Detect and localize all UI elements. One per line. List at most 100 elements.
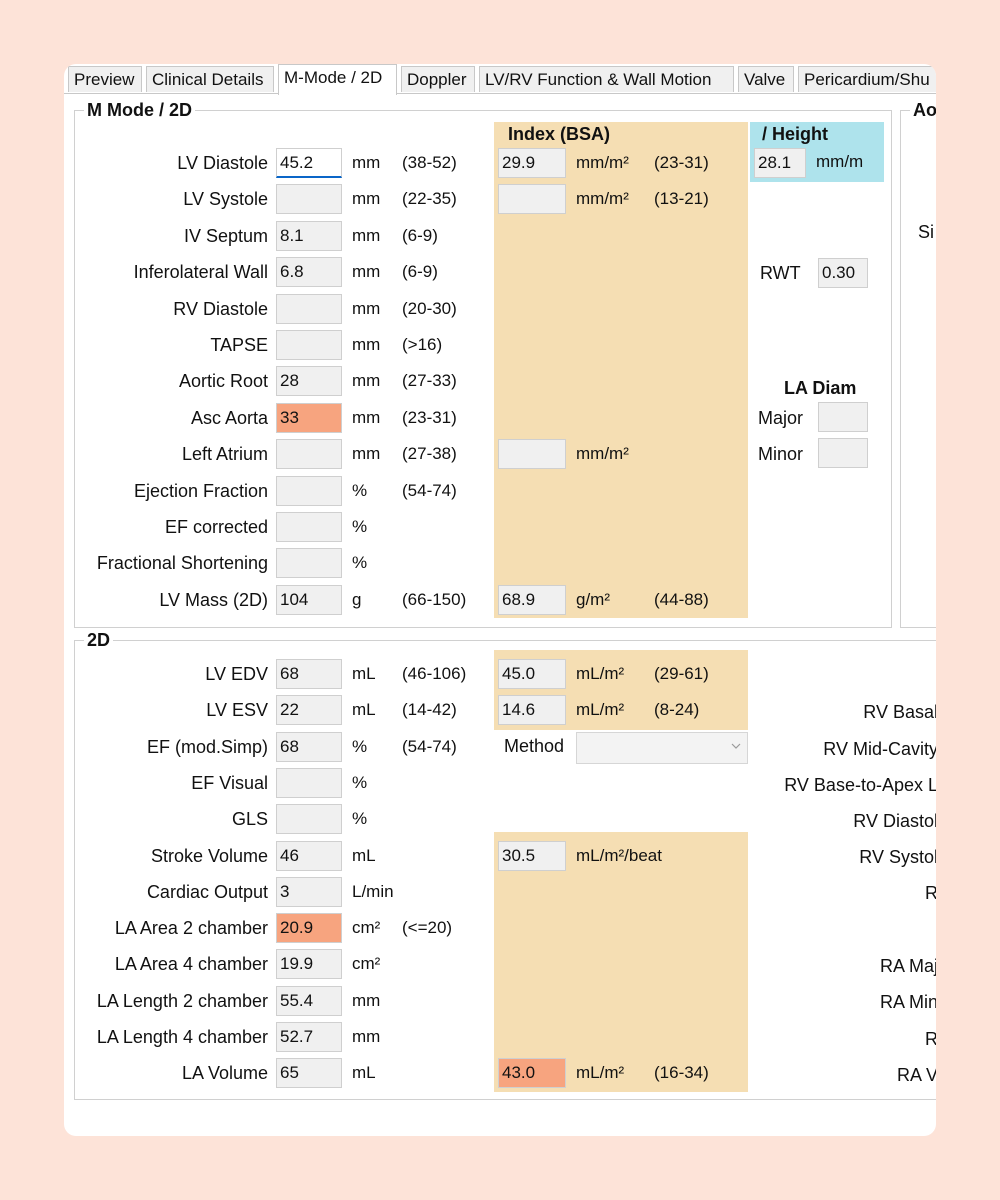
la-volume-index-field[interactable]: 43.0: [498, 1058, 566, 1089]
la-length-2-chamber-field[interactable]: 55.4: [276, 985, 342, 1016]
tab-doppler[interactable]: Doppler: [401, 66, 475, 92]
left-atrium-field[interactable]: [276, 439, 342, 470]
rv-diastole-field[interactable]: [276, 293, 342, 324]
rv-diastole-range: (20-30): [402, 298, 457, 318]
la-minor-field[interactable]: [818, 438, 868, 468]
ejection-fraction-field[interactable]: [276, 475, 342, 506]
cardiac-output-field[interactable]: 3: [276, 876, 342, 907]
la-volume-label: LA Volume: [181, 1063, 268, 1084]
left-atrium-index-unit: mm/m²: [576, 444, 629, 464]
m-mode-group: [74, 110, 892, 628]
la-major-field[interactable]: [818, 402, 868, 432]
lv-systole-field[interactable]: [276, 184, 342, 215]
la-area-2-chamber-field[interactable]: 20.9: [276, 913, 342, 944]
la-area-4-chamber-field[interactable]: 19.9: [276, 949, 342, 980]
aortic-root-field[interactable]: 28: [276, 366, 342, 397]
left-atrium-index-field[interactable]: [498, 439, 566, 470]
ef-mod-simp-field[interactable]: 68: [276, 731, 342, 762]
lv-systole-label: LV Systole: [183, 189, 268, 210]
m-mode-group-title: M Mode / 2D: [84, 100, 196, 120]
lv-systole-index-unit: mm/m²: [576, 189, 629, 209]
left-atrium-label: Left Atrium: [181, 444, 268, 465]
la-volume-field[interactable]: 65: [276, 1058, 342, 1089]
tab-lv-rv-function[interactable]: LV/RV Function & Wall Motion: [479, 66, 734, 92]
iv-septum-field[interactable]: 8.1: [276, 220, 342, 251]
two-d-index-band-bottom: [494, 832, 748, 1092]
method-label: Method: [504, 736, 565, 756]
method-dropdown[interactable]: [576, 732, 748, 764]
tab-label: Preview: [74, 70, 135, 89]
lv-systole-unit: mm: [352, 189, 381, 209]
gls-label: GLS: [231, 809, 268, 830]
stroke-volume-field[interactable]: 46: [276, 840, 342, 871]
stroke-volume-index-unit: mL/m²/beat: [576, 845, 662, 865]
iv-septum-range: (6-9): [402, 225, 438, 245]
tab-clinical-details[interactable]: Clinical Details: [146, 66, 274, 92]
tapse-unit: mm: [352, 335, 381, 354]
tab-preview[interactable]: Preview: [68, 66, 142, 92]
tab-valve[interactable]: Valve: [738, 66, 794, 92]
lv-systole-index-range: (13-21): [654, 189, 709, 209]
lv-diastole-label: LV Diastole: [177, 153, 268, 173]
lv-diastole-index-field[interactable]: 29.9: [498, 148, 566, 178]
m-mode-2d-panel: M Mode / 2D Ao Si Index (BSA) / Height L…: [64, 94, 936, 1136]
ejection-fraction-unit: %: [352, 480, 368, 500]
lv-diastole-index-range: (23-31): [654, 153, 709, 172]
la-area-2-chamber-unit: cm²: [352, 918, 381, 938]
ejection-fraction-label: Ejection Fraction: [133, 480, 268, 501]
lv-esv-index-unit: mL/m²: [576, 700, 625, 720]
asc-aorta-field[interactable]: 33: [276, 402, 342, 433]
inferolateral-wall-range: (6-9): [402, 262, 438, 282]
lv-mass-2d-index-unit: g/m²: [576, 589, 610, 609]
rv-ra-label-8: RA Min: [879, 992, 936, 1012]
aortic-root-range: (27-33): [402, 371, 457, 391]
la-length-2-chamber-label: LA Length 2 chamber: [96, 990, 268, 1011]
la-length-4-chamber-field[interactable]: 52.7: [276, 1022, 342, 1052]
asc-aorta-label: Asc Aorta: [190, 407, 268, 428]
rv-ra-label-2: RV Mid-Cavity: [823, 739, 936, 759]
lv-diastole-field[interactable]: 45.2: [276, 148, 342, 178]
lv-esv-index-field[interactable]: 14.6: [498, 695, 566, 726]
left-atrium-range: (27-38): [402, 444, 457, 464]
asc-aorta-range: (23-31): [402, 407, 457, 427]
lv-mass-2d-index-field[interactable]: 68.9: [498, 584, 566, 615]
la-volume-index-range: (16-34): [654, 1063, 709, 1083]
inferolateral-wall-field[interactable]: 6.8: [276, 257, 342, 288]
rv-diastole-label: RV Diastole: [173, 298, 268, 319]
rwt-label: RWT: [760, 263, 801, 283]
ef-visual-field[interactable]: [276, 767, 342, 798]
iv-septum-unit: mm: [352, 225, 381, 245]
la-diam-header: LA Diam: [784, 378, 857, 398]
lv-edv-unit: mL: [352, 664, 376, 683]
rv-ra-label-10: RA V: [896, 1065, 936, 1085]
gls-field[interactable]: [276, 804, 342, 835]
la-length-2-chamber-unit: mm: [352, 990, 381, 1010]
lv-diastole-range: (38-52): [402, 153, 457, 172]
lv-edv-index-field[interactable]: 45.0: [498, 659, 566, 689]
aortic-row-label: Si: [918, 222, 935, 242]
rwt-field[interactable]: 0.30: [818, 258, 868, 288]
left-atrium-unit: mm: [352, 444, 381, 464]
lv-mass-2d-index-range: (44-88): [654, 589, 709, 609]
tapse-field[interactable]: [276, 330, 342, 360]
asc-aorta-unit: mm: [352, 407, 381, 427]
fractional-shortening-field[interactable]: [276, 548, 342, 579]
lv-esv-field[interactable]: 22: [276, 695, 342, 726]
stroke-volume-label: Stroke Volume: [150, 845, 268, 866]
tab-label: Doppler: [407, 70, 467, 89]
rv-ra-label-4: RV Diastol: [853, 811, 936, 831]
stroke-volume-index-field[interactable]: 30.5: [498, 840, 566, 871]
iv-septum-label: IV Septum: [183, 225, 268, 246]
tab-m-mode-2d[interactable]: M-Mode / 2D: [278, 64, 397, 95]
lv-diastole-height-field[interactable]: 28.1: [754, 148, 806, 178]
lv-edv-field[interactable]: 68: [276, 659, 342, 689]
aortic-root-unit: mm: [352, 371, 381, 391]
tab-pericardium[interactable]: Pericardium/Shu: [798, 66, 936, 92]
ef-corrected-field[interactable]: [276, 512, 342, 542]
ef-corrected-unit: %: [352, 517, 368, 536]
lv-mass-2d-field[interactable]: 104: [276, 584, 342, 615]
lv-systole-index-field[interactable]: [498, 184, 566, 215]
cardiac-output-label: Cardiac Output: [146, 881, 268, 902]
stroke-volume-unit: mL: [352, 845, 376, 865]
aortic-root-label: Aortic Root: [178, 371, 268, 392]
